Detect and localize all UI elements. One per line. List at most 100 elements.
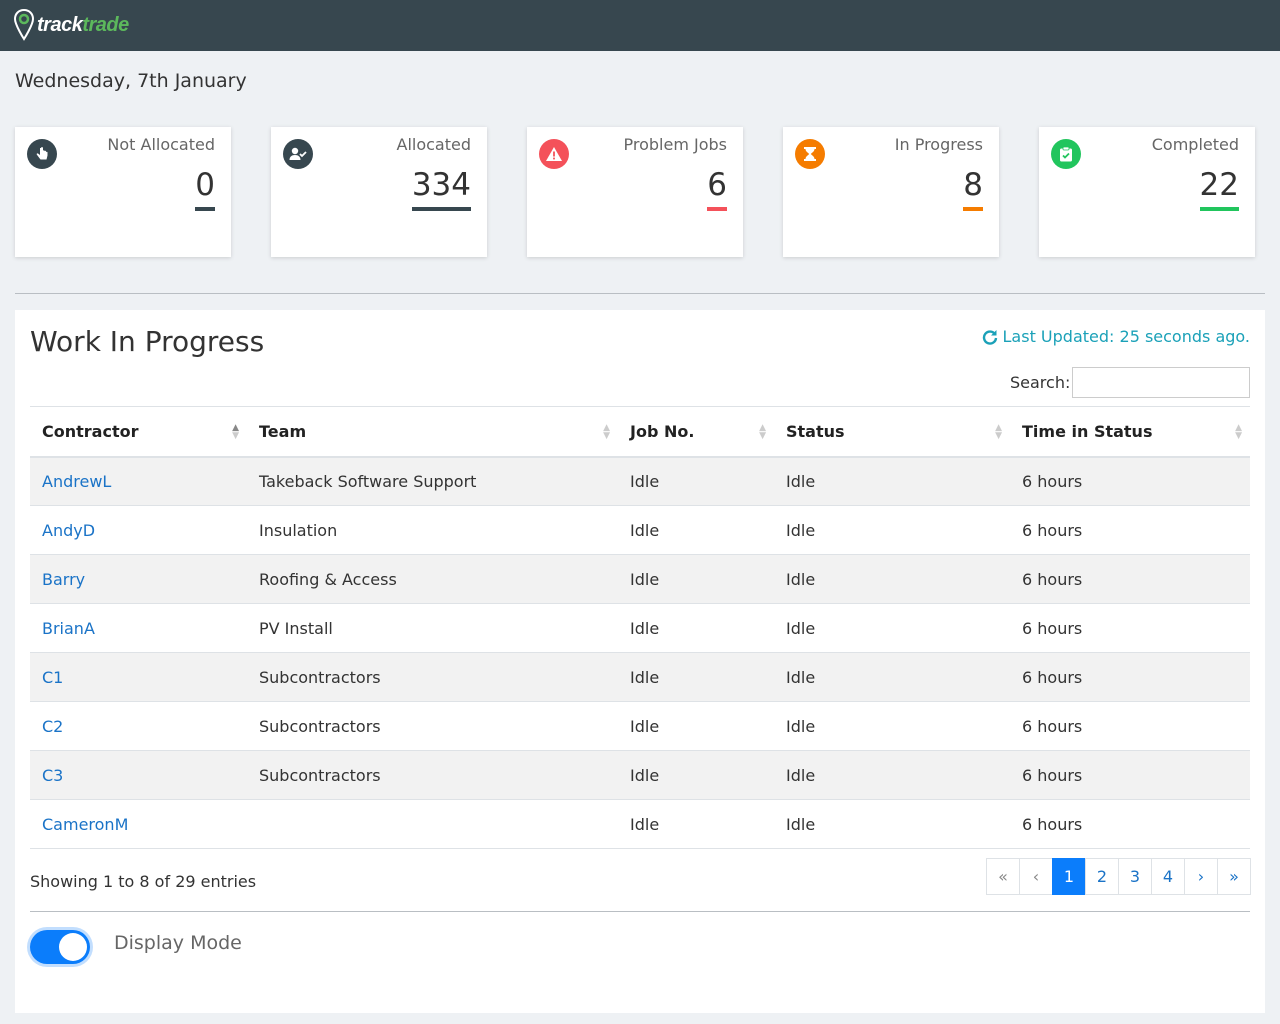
last-updated-refresh[interactable]: Last Updated: 25 seconds ago. [982,327,1250,346]
job-no-cell: Idle [618,799,774,849]
pagination-page-3[interactable]: 3 [1118,858,1152,895]
sort-asc-icon: ▲ ▼ [232,423,239,441]
logo-trade-text: trade [82,13,129,36]
time-in-status-cell: 6 hours [1010,652,1250,702]
card-label: In Progress [894,135,983,154]
pagination-previous[interactable]: ‹ [1019,858,1053,895]
column-header-contractor[interactable]: Contractor ▲ ▼ [30,406,247,458]
team-cell: Subcontractors [247,750,618,800]
contractor-link[interactable]: CameronM [42,814,129,834]
contractor-link[interactable]: C1 [42,667,64,687]
display-mode-label: Display Mode [114,932,242,954]
contractor-link[interactable]: BrianA [42,618,95,638]
pagination-page-2[interactable]: 2 [1085,858,1119,895]
divider [30,911,1250,912]
sort-icon: ▲ ▼ [1235,423,1242,441]
status-cell: Idle [774,603,1010,653]
table-row: C1 Subcontractors Idle Idle 6 hours [30,652,1250,702]
job-no-cell: Idle [618,456,774,506]
clipboard-check-icon [1051,139,1081,169]
team-cell: Subcontractors [247,701,618,751]
pagination-page-1[interactable]: 1 [1052,858,1086,895]
hourglass-icon [795,139,825,169]
table-row: AndrewL Takeback Software Support Idle I… [30,456,1250,506]
entries-info: Showing 1 to 8 of 29 entries [30,872,257,891]
card-label: Completed [1151,135,1239,154]
card-problem-jobs[interactable]: Problem Jobs 6 [527,127,743,257]
card-completed[interactable]: Completed 22 [1039,127,1255,257]
sort-icon: ▲ ▼ [995,423,1002,441]
status-cell: Idle [774,750,1010,800]
divider [15,293,1265,294]
status-cell: Idle [774,652,1010,702]
table-row: C3 Subcontractors Idle Idle 6 hours [30,750,1250,800]
display-mode-toggle[interactable] [30,930,90,964]
column-header-time-in-status[interactable]: Time in Status ▲ ▼ [1010,406,1250,458]
card-value[interactable]: 8 [963,165,983,211]
table-row: BrianA PV Install Idle Idle 6 hours [30,603,1250,653]
job-no-cell: Idle [618,701,774,751]
column-header-status[interactable]: Status ▲ ▼ [774,406,1010,458]
job-no-cell: Idle [618,505,774,555]
search-label: Search: [1010,373,1071,392]
work-in-progress-table: Contractor ▲ ▼ Team ▲ ▼ Job No. ▲ ▼ Status … [30,406,1250,849]
time-in-status-cell: 6 hours [1010,603,1250,653]
logo-track-text: track [37,13,83,36]
status-cell: Idle [774,505,1010,555]
panel-title: Work In Progress [30,325,265,358]
team-cell: Roofing & Access [247,554,618,604]
team-cell: PV Install [247,603,618,653]
status-cell: Idle [774,456,1010,506]
column-header-job-no[interactable]: Job No. ▲ ▼ [618,406,774,458]
card-value[interactable]: 0 [195,165,215,211]
card-label: Problem Jobs [623,135,728,154]
team-cell [247,799,618,849]
job-no-cell: Idle [618,603,774,653]
table-row: Barry Roofing & Access Idle Idle 6 hours [30,554,1250,604]
job-no-cell: Idle [618,652,774,702]
contractor-link[interactable]: C3 [42,765,64,785]
team-cell: Subcontractors [247,652,618,702]
table-row: CameronM Idle Idle 6 hours [30,799,1250,849]
sort-icon: ▲ ▼ [759,423,766,441]
card-label: Allocated [396,135,472,154]
contractor-link[interactable]: Barry [42,569,86,589]
card-in-progress[interactable]: In Progress 8 [783,127,999,257]
time-in-status-cell: 6 hours [1010,554,1250,604]
sort-icon: ▲ ▼ [603,423,610,441]
hand-pointer-icon [27,139,57,169]
contractor-link[interactable]: C2 [42,716,64,736]
tracktrade-logo[interactable]: tracktrade [14,9,129,41]
contractor-link[interactable]: AndrewL [42,471,112,491]
table-header-row: Contractor ▲ ▼ Team ▲ ▼ Job No. ▲ ▼ Status … [30,406,1250,458]
table-row: AndyD Insulation Idle Idle 6 hours [30,505,1250,555]
status-cell: Idle [774,799,1010,849]
team-cell: Insulation [247,505,618,555]
pagination-page-4[interactable]: 4 [1151,858,1185,895]
pagination-next[interactable]: › [1184,858,1218,895]
search-input[interactable] [1072,367,1250,398]
card-value[interactable]: 22 [1199,165,1239,211]
status-cell: Idle [774,554,1010,604]
warning-icon [539,139,569,169]
time-in-status-cell: 6 hours [1010,750,1250,800]
time-in-status-cell: 6 hours [1010,456,1250,506]
column-header-team[interactable]: Team ▲ ▼ [247,406,618,458]
team-cell: Takeback Software Support [247,456,618,506]
job-no-cell: Idle [618,554,774,604]
card-label: Not Allocated [107,135,215,154]
last-updated-text: Last Updated: 25 seconds ago. [1002,327,1250,346]
work-in-progress-panel: Work In Progress Last Updated: 25 second… [15,310,1265,1013]
refresh-icon[interactable] [982,329,998,345]
card-value[interactable]: 6 [707,165,727,211]
card-allocated[interactable]: Allocated 334 [271,127,487,257]
contractor-link[interactable]: AndyD [42,520,96,540]
card-value[interactable]: 334 [411,165,471,211]
status-cell: Idle [774,701,1010,751]
time-in-status-cell: 6 hours [1010,799,1250,849]
job-no-cell: Idle [618,750,774,800]
card-not-allocated[interactable]: Not Allocated 0 [15,127,231,257]
pagination-last[interactable]: » [1217,858,1251,895]
location-pin-icon [14,9,34,41]
pagination-first[interactable]: « [986,858,1020,895]
